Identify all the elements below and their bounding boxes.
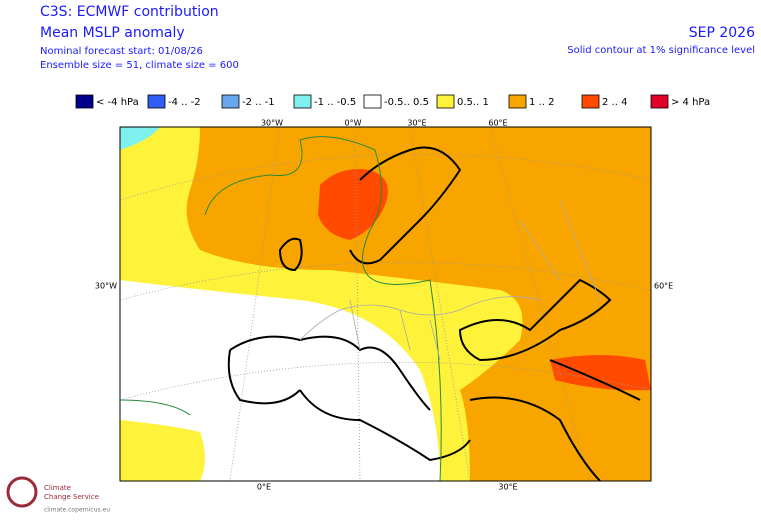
legend-label: 2 .. 4 <box>602 97 627 108</box>
legend-swatch <box>436 94 455 109</box>
subtitle: Mean MSLP anomaly <box>40 25 185 41</box>
lon-label: 30°W <box>261 119 283 128</box>
legend-label: -1 .. -0.5 <box>314 97 356 108</box>
graticule <box>120 127 651 481</box>
lon-label: 60°E <box>488 119 507 128</box>
anomaly-area <box>120 127 160 150</box>
legend-swatch <box>147 94 166 109</box>
legend-label: < -4 hPa <box>96 97 139 108</box>
legend-label: -2 .. -1 <box>242 97 275 108</box>
lat-label: 60°E <box>654 282 673 291</box>
forecast-start: Nominal forecast start: 01/08/26 <box>40 46 203 57</box>
title: C3S: ECMWF contribution <box>40 4 219 20</box>
lon-label: 30°E <box>407 119 426 128</box>
lon-label: 0°W <box>345 119 362 128</box>
logo-text: Change Service <box>44 493 99 501</box>
anomaly-area <box>550 355 651 391</box>
legend-swatch <box>75 94 94 109</box>
legend-swatch <box>221 94 240 109</box>
legend-swatch <box>581 94 600 109</box>
significance-note: Solid contour at 1% significance level <box>567 45 755 56</box>
period: SEP 2026 <box>689 25 755 41</box>
legend-label: 0.5.. 1 <box>457 97 489 108</box>
logo-icon <box>6 476 38 508</box>
lon-label: 30°E <box>498 483 517 492</box>
map <box>120 127 651 481</box>
legend-label: > 4 hPa <box>671 97 710 108</box>
anomaly-area <box>318 169 388 240</box>
logo: Climate Change Service climate.copernicu… <box>6 476 110 514</box>
legend-swatch <box>650 94 669 109</box>
lon-label: 0°E <box>257 483 271 492</box>
legend-label: 1 .. 2 <box>529 97 554 108</box>
logo-url: climate.copernicus.eu <box>44 507 110 514</box>
significance-contour <box>120 136 442 481</box>
map-frame <box>119 126 652 482</box>
legend-swatch <box>293 94 312 109</box>
anomaly-area <box>120 420 205 481</box>
anomaly-area <box>186 127 651 481</box>
legend-swatch <box>508 94 527 109</box>
legend-label: -0.5.. 0.5 <box>384 97 429 108</box>
ensemble-size: Ensemble size = 51, climate size = 600 <box>40 60 239 71</box>
borders <box>299 199 601 361</box>
lat-label: 30°W <box>95 282 117 291</box>
legend-label: -4 .. -2 <box>168 97 201 108</box>
logo-text: Climate <box>44 484 71 492</box>
legend-swatch <box>363 94 382 109</box>
